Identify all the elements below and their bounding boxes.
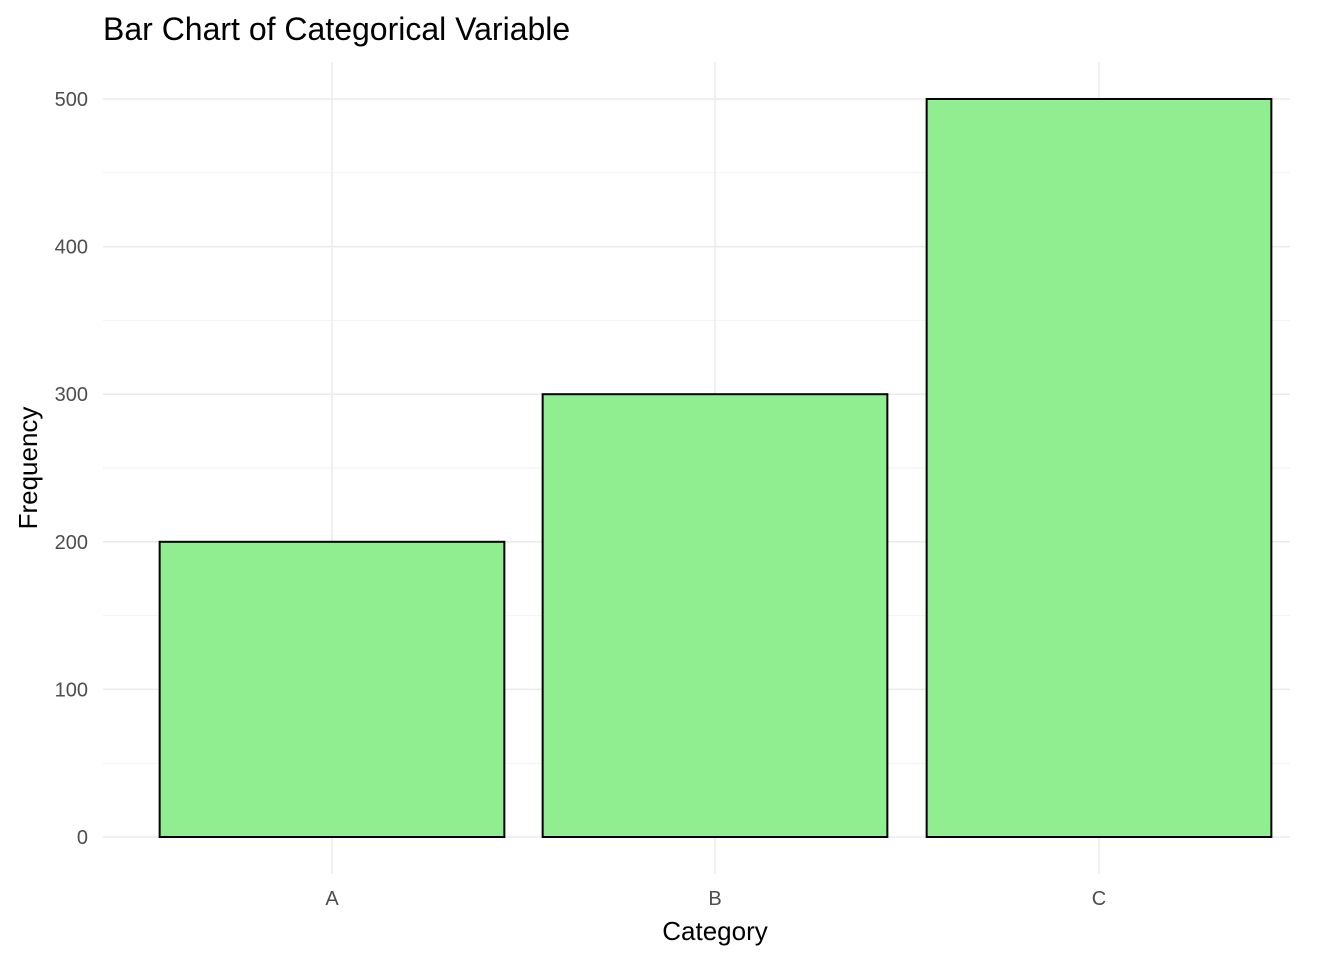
- x-tick-label: C: [1092, 888, 1106, 910]
- y-tick-label: 0: [77, 827, 88, 849]
- bar-b: [541, 393, 889, 838]
- y-tick-label: 500: [55, 89, 88, 111]
- chart-title: Bar Chart of Categorical Variable: [103, 11, 570, 47]
- x-axis-ticks: A B C: [325, 888, 1106, 910]
- x-axis-title: Category: [662, 916, 768, 946]
- y-axis-title: Frequency: [13, 407, 43, 530]
- x-tick-label: A: [325, 888, 339, 910]
- y-axis-ticks: 0 100 200 300 400 500: [55, 89, 88, 849]
- y-tick-label: 200: [55, 532, 88, 554]
- bar-a: [158, 540, 506, 838]
- bars: [158, 98, 1273, 838]
- y-tick-label: 100: [55, 679, 88, 701]
- y-tick-label: 300: [55, 384, 88, 406]
- bar-c: [925, 98, 1273, 838]
- y-tick-label: 400: [55, 237, 88, 259]
- x-tick-label: B: [708, 888, 721, 910]
